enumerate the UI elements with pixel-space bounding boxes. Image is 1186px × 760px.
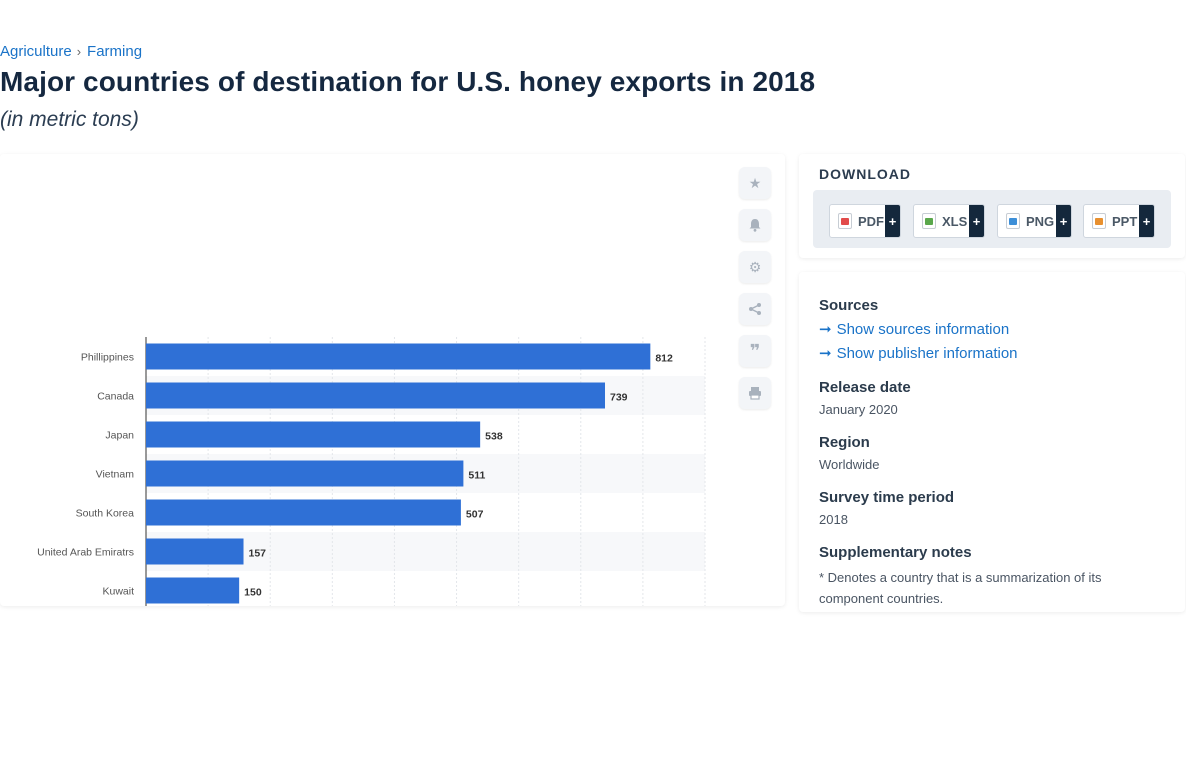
download-xls-plus[interactable]: + [969,205,984,237]
download-ppt-label: PPT [1112,213,1138,229]
settings-button[interactable]: ⚙ [739,251,771,283]
download-png-button[interactable]: PNG + [997,204,1072,238]
cite-button[interactable]: ❞ [739,335,771,367]
page-subtitle: (in metric tons) [0,108,139,131]
bar-chart: Phillippines 812 Canada 739 Japan 538 Vietnam 5… [37,337,706,606]
data-label: 538 [485,431,503,443]
sources-heading: Sources [819,297,879,314]
download-title: DOWNLOAD [819,166,911,182]
print-icon [749,387,761,400]
release-date-value: January 2020 [819,402,898,417]
download-pdf-plus[interactable]: + [885,205,900,237]
breadcrumb-item-agriculture[interactable]: Agriculture [0,43,72,60]
download-xls-button[interactable]: XLS + [913,204,985,238]
notes-value: * Denotes a country that is a summarizat… [819,570,1102,606]
download-bar: PDF + XLS + PNG + PPT + [813,190,1171,248]
category-label: Canada [97,391,134,403]
gear-icon: ⚙ [748,258,762,275]
print-button[interactable] [739,377,771,409]
ppt-file-icon [1092,213,1106,229]
data-label: 157 [249,548,267,560]
data-label: 150 [244,587,262,599]
arrow-right-icon: ➞ [819,321,832,338]
show-sources-link[interactable]: ➞ Show sources information [819,320,1009,338]
show-publisher-link[interactable]: ➞ Show publisher information [819,344,1018,362]
bar [146,382,606,409]
category-label: Kuwait [102,586,134,598]
chart-toolbar: ★ ⚙ ❞ [739,167,771,419]
breadcrumb: Agriculture › Farming [0,43,142,60]
download-png-label: PNG [1026,213,1055,229]
page-title: Major countries of destination for U.S. … [0,66,816,97]
data-label: 739 [610,392,628,404]
download-ppt-button[interactable]: PPT + [1083,204,1155,238]
category-label: Japan [105,430,134,442]
download-png-plus[interactable]: + [1056,205,1071,237]
share-icon [749,303,761,315]
bar [146,421,481,448]
png-file-icon [1006,213,1020,229]
notification-button[interactable] [739,209,771,241]
category-label: United Arab Emiratrs [37,547,134,559]
category-label: Phillippines [81,352,134,364]
data-label: 507 [466,509,484,521]
star-icon: ★ [748,174,762,191]
data-label: 511 [468,470,485,482]
region-value: Worldwide [819,457,880,472]
category-label: South Korea [76,508,135,520]
download-pdf-button[interactable]: PDF + [829,204,901,238]
survey-period-value: 2018 [819,512,848,527]
download-xls-label: XLS [942,213,968,229]
show-publisher-label: Show publisher information [836,345,1018,362]
show-sources-label: Show sources information [836,321,1010,338]
bar [146,460,464,487]
bar [146,538,244,565]
quote-icon: ❞ [749,340,761,361]
favorite-button[interactable]: ★ [739,167,771,199]
share-button[interactable] [739,293,771,325]
arrow-right-icon: ➞ [819,345,832,362]
bar [146,343,651,370]
breadcrumb-item-farming[interactable]: Farming [87,43,143,60]
download-card: DOWNLOAD PDF + XLS + PNG + PPT + [799,154,1185,258]
breadcrumb-separator: › [76,44,82,59]
category-label: Vietnam [96,469,135,481]
download-pdf-label: PDF [858,213,884,229]
notes-heading: Supplementary notes [819,544,972,561]
bar [146,499,461,526]
pdf-file-icon [838,213,852,229]
download-ppt-plus[interactable]: + [1139,205,1154,237]
survey-period-heading: Survey time period [819,489,955,506]
xls-file-icon [922,213,936,229]
chart-card: Phillippines 812 Canada 739 Japan 538 Vietnam 5… [0,154,785,606]
bell-icon [749,219,761,232]
region-heading: Region [819,434,870,451]
bar [146,577,240,604]
info-card: Sources ➞ Show sources information ➞ Show … [799,272,1185,612]
data-label: 812 [655,353,673,365]
release-date-heading: Release date [819,379,911,396]
